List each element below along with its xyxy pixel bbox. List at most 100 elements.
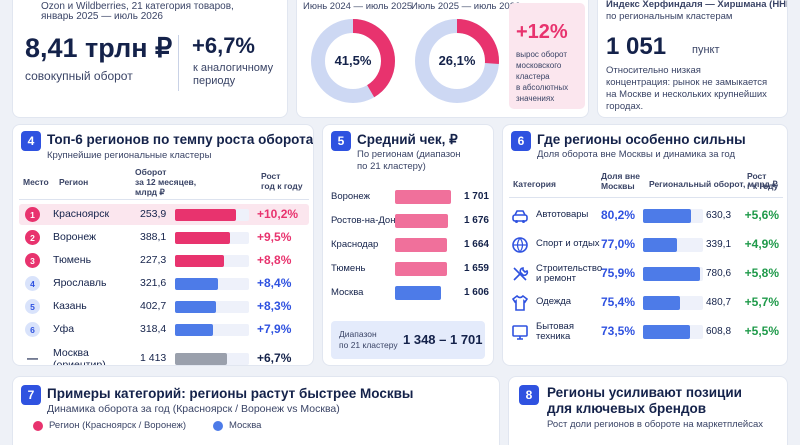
donut-a-value: 41,5% [334, 53, 372, 68]
legend-region: Регион (Красноярск / Воронеж) [49, 420, 187, 431]
turnover-value: 1 413 [140, 352, 167, 364]
hhi-value: 1 051 [606, 33, 667, 60]
turnover-value: 318,4 [140, 323, 167, 335]
turnover-bar [175, 324, 214, 336]
bar-track [175, 353, 249, 365]
check-value: 1 606 [463, 287, 489, 298]
col-region: Регион [59, 177, 89, 187]
region-name: Уфа [53, 323, 75, 335]
bar-track [175, 209, 249, 221]
region-name: Воронеж [53, 231, 97, 243]
growth-value: +6,7% [257, 351, 292, 365]
increase-note: вырос оборот московского кластера в абсо… [516, 50, 569, 103]
check-value: 1 659 [463, 263, 489, 274]
shirt-icon [511, 294, 529, 312]
category-examples-panel: 7 Примеры категорий: регионы растут быст… [12, 376, 500, 445]
tv-icon [511, 323, 529, 341]
turnover-value: 339,1 [706, 239, 732, 250]
hhi-header-1: Индекс Херфиндаля — Хиршмана (HHI) [606, 0, 788, 10]
turnover-bar [175, 209, 236, 221]
check-bar [395, 286, 442, 300]
growth-value: +5,6% [744, 208, 779, 222]
rank-badge: 3 [25, 253, 40, 268]
legend-moscow: Москва [229, 420, 262, 431]
source-line: Ozon и Wildberries, 21 категория товаров… [41, 1, 234, 12]
category-row: Автотовары 80,2% 630,3 +5,6% [509, 203, 785, 229]
donut-chart-a [311, 19, 395, 103]
category-row: Одежда 75,4% 480,7 +5,7% [509, 290, 785, 316]
growth-value: +8,8% [257, 253, 292, 267]
panel-title-1: Регионы усиливают позиции [547, 385, 742, 400]
category-row: Спорт и отдых 77,0% 339,1 +4,9% [509, 232, 785, 258]
turnover-label: совокупный оборот [25, 69, 133, 83]
growth-value: +5,8% [744, 266, 779, 280]
category-name: Бытовая техника [536, 321, 574, 342]
turnover-bar [175, 301, 217, 313]
region-name: Москва [53, 347, 89, 359]
panel-number: 6 [511, 131, 531, 151]
turnover-bar [643, 209, 691, 223]
col-turnover: Оборот за 12 месяцев, млрд ₽ [135, 167, 197, 197]
panel-number: 7 [21, 385, 41, 405]
hhi-note: Относительно низкая концентрация: рынок … [606, 65, 768, 112]
growth-value: +4,9% [744, 237, 779, 251]
panel-number: 8 [519, 385, 539, 405]
donut-b-segment [415, 19, 499, 103]
category-row: Бытовая техника 73,5% 608,8 +5,5% [509, 319, 785, 345]
bar-track [175, 232, 249, 244]
growth-value: +8,3% [257, 299, 292, 313]
bar-track [175, 255, 249, 267]
table-row: 2 Воронеж 388,1 +9,5% [19, 227, 309, 248]
panel-title: Где регионы особенно сильны [537, 132, 746, 147]
tools-icon [511, 265, 529, 283]
region-name: Казань [53, 300, 87, 312]
hhi-header-2: по региональным кластерам [606, 11, 733, 22]
bar-track [175, 324, 249, 336]
col-category: Категория [513, 179, 556, 189]
region-note: (ориентир) [53, 359, 106, 366]
hhi-unit: пункт [692, 44, 720, 56]
legend-region-dot [33, 421, 43, 431]
growth-value: +8,4% [257, 276, 292, 290]
table-row: 6 Уфа 318,4 +7,9% [19, 319, 309, 340]
region-name: Краснодар [331, 239, 379, 250]
panel-title: Топ-6 регионов по темпу роста оборота [47, 132, 314, 147]
check-bar [395, 238, 448, 252]
increase-box: +12% вырос оборот московского кластера в… [509, 3, 585, 109]
hhi-card: Индекс Херфиндаля — Хиршмана (HHI) по ре… [597, 0, 788, 118]
col-growth: Рост г к году [747, 171, 779, 191]
brand-positions-panel: 8 Регионы усиливают позиции для ключевых… [508, 376, 788, 445]
check-bar [395, 214, 449, 228]
panel-title: Примеры категорий: регионы растут быстре… [47, 386, 414, 401]
regional-strength-panel: 6 Где регионы особенно сильны Доля оборо… [502, 124, 788, 366]
col-turnover: Региональный оборот, млрд ₽ [649, 179, 778, 189]
turnover-bar [643, 267, 700, 281]
top-regions-panel: 4 Топ-6 регионов по темпу роста оборота … [12, 124, 314, 366]
turnover-value: 321,6 [140, 277, 167, 289]
region-name: Тюмень [53, 254, 92, 266]
header-divider [509, 197, 783, 198]
panel-subtitle: Доля оборота вне Москвы и динамика за го… [537, 149, 736, 160]
rank-badge: 4 [25, 276, 40, 291]
col-share: Доля вне Москвы [601, 171, 640, 191]
panel-title-2: для ключевых брендов [547, 401, 707, 416]
turnover-card: Ozon и Wildberries, 21 категория товаров… [12, 0, 288, 118]
check-bar [395, 190, 451, 204]
rank-badge: — [27, 352, 38, 365]
growth-value: +9,5% [257, 230, 292, 244]
turnover-bar [175, 232, 230, 244]
share-value: 75,4% [601, 295, 636, 309]
col-place: Место [23, 177, 49, 187]
growth-value: +5,7% [744, 295, 779, 309]
region-name: Воронеж [331, 191, 370, 202]
growth-value: +10,2% [257, 207, 299, 221]
growth-value: +5,5% [744, 324, 779, 338]
panel-number: 5 [331, 131, 351, 151]
rank-badge: 1 [25, 207, 40, 222]
check-row: Тюмень 1 659 [331, 261, 491, 277]
turnover-value: 480,7 [706, 297, 732, 308]
category-name: Одежда [536, 296, 572, 307]
panel-title: Средний чек, ₽ [357, 132, 458, 147]
rank-badge: 2 [25, 230, 40, 245]
turnover-bar [643, 296, 681, 310]
